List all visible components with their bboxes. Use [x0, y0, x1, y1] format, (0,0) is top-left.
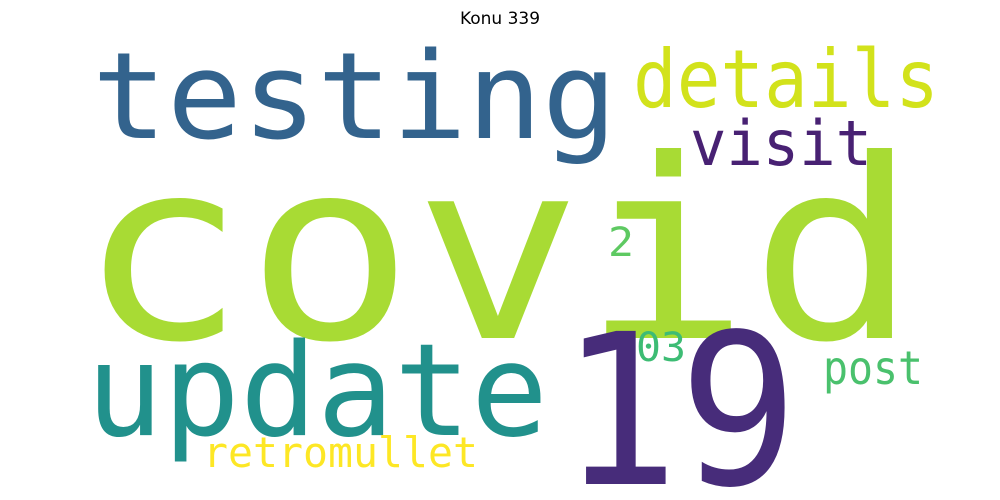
- word-post: post: [823, 341, 923, 395]
- word-19: 19: [560, 289, 798, 500]
- word-testing: testing: [92, 28, 617, 167]
- word-retromullet: retromullet: [203, 428, 478, 477]
- word-covid: covid: [78, 106, 918, 397]
- figure-title: Konu 339: [459, 9, 541, 29]
- word-2: 2: [608, 220, 634, 266]
- word-details: details: [633, 33, 939, 126]
- word-update: update: [86, 317, 548, 466]
- word-visit: visit: [690, 107, 872, 180]
- word-03: 03: [636, 325, 686, 371]
